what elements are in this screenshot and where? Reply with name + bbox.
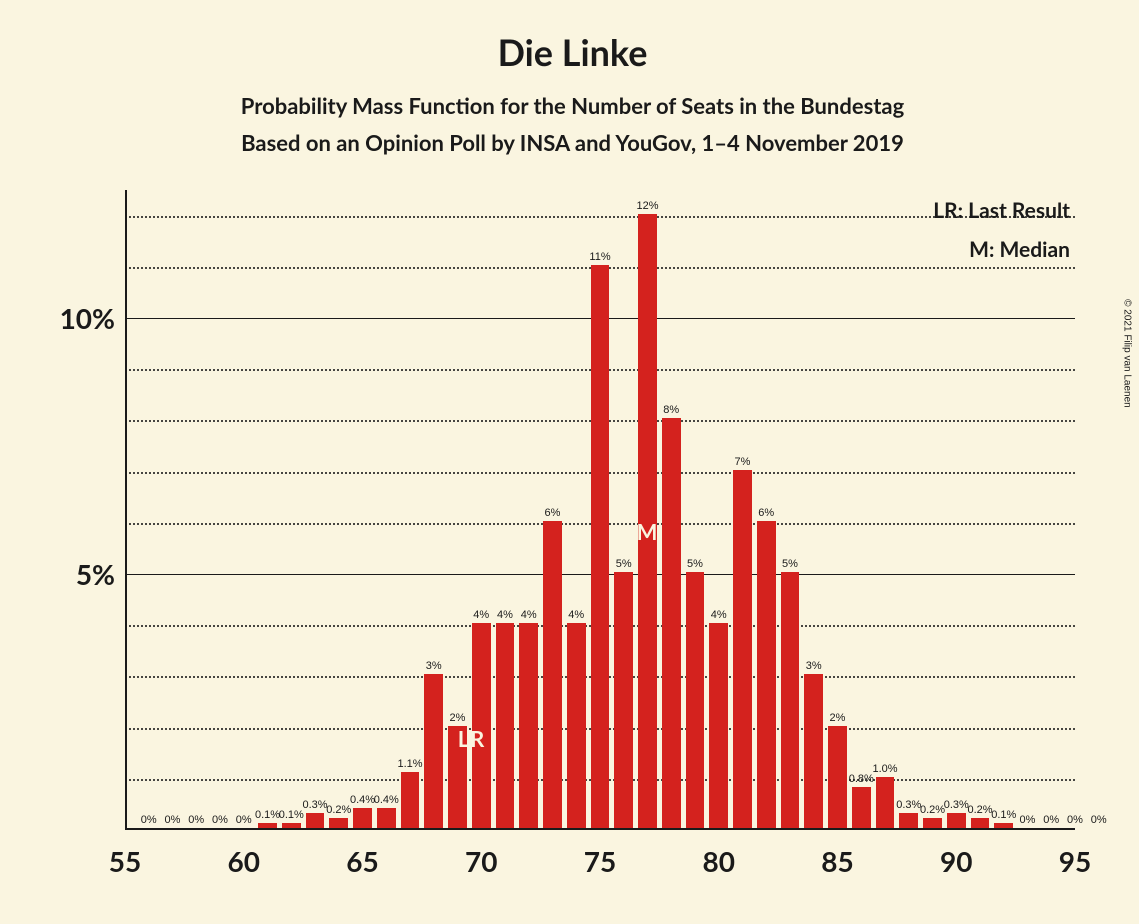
bar-value-label: 4% <box>497 609 513 621</box>
x-tick-label: 70 <box>465 844 497 878</box>
bar <box>591 265 610 828</box>
bar-value-label: 5% <box>687 558 703 570</box>
chart-title: Die Linke <box>45 30 1100 74</box>
bar-value-label: 0% <box>1020 814 1036 826</box>
bar <box>923 818 942 828</box>
bar-value-label: 8% <box>663 404 679 416</box>
bar <box>709 623 728 828</box>
x-tick-label: 90 <box>940 844 972 878</box>
bar-value-label: 1.0% <box>872 763 897 775</box>
bar-value-label: 0% <box>1091 814 1107 826</box>
bar-value-label: 3% <box>426 660 442 672</box>
bar-value-label: 4% <box>521 609 537 621</box>
x-tick-label: 55 <box>109 844 141 878</box>
bar-value-label: 0.1% <box>991 809 1016 821</box>
bar-value-label: 5% <box>782 558 798 570</box>
copyright-text: © 2021 Filip van Laenen <box>1122 299 1133 408</box>
bar-value-label: 3% <box>806 660 822 672</box>
bar-value-label: 4% <box>568 609 584 621</box>
gridline-minor <box>125 216 1075 218</box>
x-tick-label: 65 <box>346 844 378 878</box>
bar-value-label: 0.3% <box>896 799 921 811</box>
bar-value-label: 0% <box>188 814 204 826</box>
x-tick-label: 85 <box>821 844 853 878</box>
bar <box>614 572 633 828</box>
bar <box>828 726 847 828</box>
bar-value-label: 0% <box>165 814 181 826</box>
bar <box>781 572 800 828</box>
bar-value-label: 0.4% <box>350 794 375 806</box>
bar-value-label: 0% <box>236 814 252 826</box>
chart-container: Die Linke Probability Mass Function for … <box>45 30 1100 900</box>
x-tick-label: 60 <box>228 844 260 878</box>
bar-value-label: 4% <box>473 609 489 621</box>
bar <box>496 623 515 828</box>
bar-value-label: 1.1% <box>397 758 422 770</box>
bar <box>519 623 538 828</box>
bar <box>971 818 990 828</box>
bar <box>804 674 823 828</box>
bar <box>424 674 443 828</box>
bar <box>401 772 420 828</box>
bar-value-label: 0.1% <box>279 809 304 821</box>
bar <box>258 823 277 828</box>
bar-value-label: 0% <box>212 814 228 826</box>
bar-value-label: 7% <box>735 456 751 468</box>
bar-value-label: 0% <box>1043 814 1059 826</box>
bar <box>377 808 396 828</box>
bar-value-label: 0.2% <box>967 804 992 816</box>
bar <box>353 808 372 828</box>
bar-value-label: 12% <box>636 200 658 212</box>
bar <box>543 521 562 828</box>
x-tick-label: 95 <box>1059 844 1091 878</box>
bar-value-label: 0% <box>141 814 157 826</box>
x-tick-label: 80 <box>703 844 735 878</box>
bar <box>876 777 895 828</box>
bar-value-label: 2% <box>450 712 466 724</box>
bar <box>567 623 586 828</box>
bar-value-label: 0.2% <box>326 804 351 816</box>
bar-value-label: 5% <box>616 558 632 570</box>
bar-value-label: 0.2% <box>920 804 945 816</box>
x-axis <box>125 828 1075 830</box>
bar <box>662 418 681 828</box>
bar <box>757 521 776 828</box>
bar <box>686 572 705 828</box>
y-axis <box>125 190 127 830</box>
marker-lr: LR <box>458 725 486 752</box>
bar-value-label: 11% <box>589 251 610 263</box>
bar-value-label: 0% <box>1067 814 1083 826</box>
bar-value-label: 0.3% <box>302 799 327 811</box>
plot-area: 5%10%5560657075808590950%0%0%0%0%0.1%0.1… <box>125 190 1075 830</box>
bar-value-label: 0.1% <box>255 809 280 821</box>
bar-value-label: 0.3% <box>944 799 969 811</box>
bar <box>733 470 752 828</box>
bar <box>899 813 918 828</box>
bar <box>329 818 348 828</box>
chart-subtitle-2: Based on an Opinion Poll by INSA and You… <box>45 129 1100 156</box>
marker-m: M <box>637 518 659 545</box>
bar <box>306 813 325 828</box>
bar-value-label: 0.4% <box>374 794 399 806</box>
y-tick-label: 5% <box>76 557 115 591</box>
bar-value-label: 6% <box>545 507 561 519</box>
bar-value-label: 6% <box>758 507 774 519</box>
y-tick-label: 10% <box>60 301 115 335</box>
bar <box>282 823 301 828</box>
chart-subtitle-1: Probability Mass Function for the Number… <box>45 92 1100 119</box>
bar <box>994 823 1013 828</box>
bar <box>852 787 871 828</box>
bar-value-label: 4% <box>711 609 727 621</box>
bar <box>947 813 966 828</box>
bar-value-label: 0.8% <box>849 773 874 785</box>
x-tick-label: 75 <box>584 844 616 878</box>
bar-value-label: 2% <box>830 712 846 724</box>
